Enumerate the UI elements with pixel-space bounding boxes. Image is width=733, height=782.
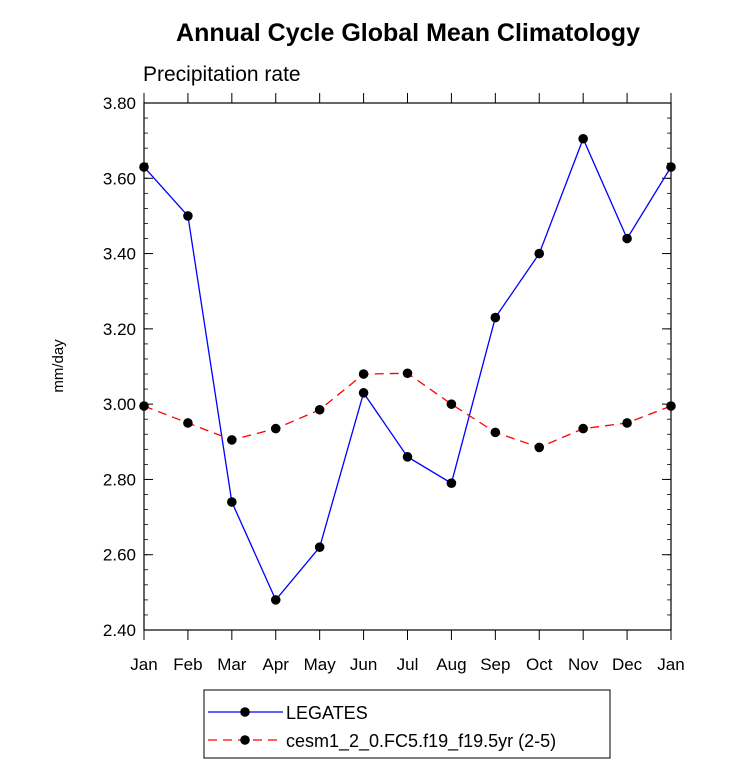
- series-0-point: [183, 211, 193, 221]
- y-tick-label: 3.00: [103, 395, 136, 414]
- x-tick-label: Oct: [526, 655, 553, 674]
- y-tick-labels: 2.40 2.60 2.80 3.00 3.20 3.40 3.60 3.80: [103, 94, 136, 640]
- y-tick-label: 3.20: [103, 320, 136, 339]
- y-tick-label: 2.80: [103, 470, 136, 489]
- x-tick-label: Feb: [173, 655, 202, 674]
- series-1-point: [270, 423, 281, 434]
- series-0-point: [446, 478, 457, 488]
- x-tick-label: May: [304, 655, 337, 674]
- series-0-point: [314, 542, 325, 552]
- series-1-point: [534, 442, 545, 453]
- x-tick-label: Jun: [350, 655, 377, 674]
- series-1-point: [578, 423, 588, 434]
- y-tick-label: 3.60: [103, 169, 136, 188]
- x-tick-label: Jul: [397, 655, 419, 674]
- chart-title: Annual Cycle Global Mean Climatology: [176, 19, 640, 47]
- x-tick-label: Aug: [436, 655, 466, 674]
- y-axis-label: mm/day: [50, 339, 67, 393]
- series-1-point: [622, 418, 632, 428]
- x-tick-labels: Jan Feb Mar Apr May Jun Jul Aug Sep Oct Nov Dec Jan: [130, 655, 684, 674]
- x-tick-label: Nov: [568, 655, 599, 674]
- series-0-point: [622, 233, 632, 244]
- x-tick-label: Dec: [612, 655, 643, 674]
- y-tick-label: 2.60: [103, 546, 136, 565]
- series-0-point: [578, 133, 588, 144]
- series-0-point: [358, 388, 369, 398]
- plot-frame: [143, 102, 672, 631]
- legend: LEGATES cesm1_2_0.FC5.f19_f19.5yr (2-5): [203, 689, 611, 759]
- x-tick-label: Apr: [263, 655, 290, 674]
- series-1-point: [402, 368, 413, 379]
- chart-subtitle: Precipitation rate: [143, 63, 301, 86]
- series-1-point: [314, 404, 325, 415]
- x-tick-label: Jan: [657, 655, 684, 674]
- x-tick-label: Sep: [480, 655, 510, 674]
- plot-series: [139, 133, 676, 605]
- legend-label-1: cesm1_2_0.FC5.f19_f19.5yr (2-5): [286, 731, 556, 752]
- series-1-point: [183, 418, 193, 428]
- axis-ticks: [143, 93, 672, 640]
- series-0-point: [227, 497, 237, 507]
- series-1-point: [358, 369, 369, 379]
- series-1-point: [490, 427, 501, 438]
- series-0-point: [402, 452, 413, 462]
- y-tick-label: 3.40: [103, 245, 136, 264]
- x-tick-label: Mar: [217, 655, 247, 674]
- series-line-1: [143, 372, 672, 449]
- y-tick-label: 3.80: [103, 94, 136, 113]
- y-tick-label: 2.40: [103, 621, 136, 640]
- x-tick-label: Jan: [130, 655, 157, 674]
- legend-label-0: LEGATES: [286, 703, 368, 723]
- series-0-point: [270, 595, 281, 605]
- series-1-point: [227, 435, 237, 445]
- legend-box: [203, 689, 611, 759]
- series-0-point: [534, 248, 545, 259]
- legend-marker-1: [240, 735, 250, 745]
- legend-marker-0: [240, 707, 250, 717]
- series-0-point: [490, 312, 501, 323]
- series-1-point: [446, 399, 457, 409]
